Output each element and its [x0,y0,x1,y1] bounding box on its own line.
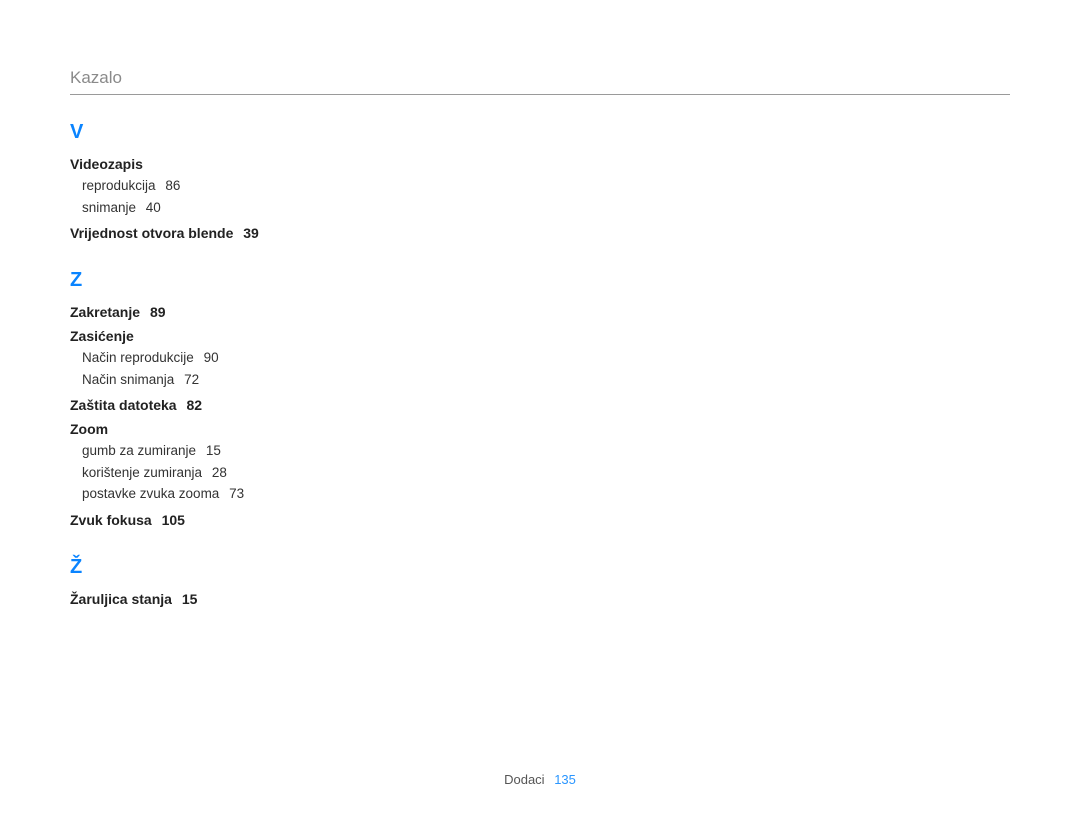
page-ref: 82 [186,397,202,413]
index-entry[interactable]: Videozapis [70,156,1010,172]
index-entry[interactable]: Žaruljica stanja 15 [70,591,1010,607]
index-entry[interactable]: Zakretanje 89 [70,304,1010,320]
index-page: Kazalo V Videozapis reprodukcija 86 snim… [0,0,1080,815]
index-subentry[interactable]: snimanje 40 [82,198,1010,218]
page-ref: 72 [184,372,199,387]
index-entry[interactable]: Vrijednost otvora blende 39 [70,225,1010,241]
index-subentry[interactable]: Način reprodukcije 90 [82,348,1010,368]
index-group-zh: Ž Žaruljica stanja 15 [70,556,1010,607]
page-ref: 86 [165,178,180,193]
entry-label: Vrijednost otvora blende [70,225,233,241]
entry-label: Zaštita datoteka [70,397,177,413]
page-ref: 39 [243,225,259,241]
entry-label: Zakretanje [70,304,140,320]
index-group-v: V Videozapis reprodukcija 86 snimanje 40… [70,121,1010,241]
index-subentry[interactable]: korištenje zumiranja 28 [82,463,1010,483]
group-letter: Z [70,269,1010,292]
index-entry[interactable]: Zvuk fokusa 105 [70,512,1010,528]
page-ref: 73 [229,486,244,501]
footer-section: Dodaci [504,772,544,787]
group-letter: Ž [70,556,1010,579]
index-subentry[interactable]: reprodukcija 86 [82,176,1010,196]
subentry-label: reprodukcija [82,178,156,193]
page-ref: 15 [182,591,198,607]
entry-label: Zasićenje [70,328,134,344]
index-subentry[interactable]: gumb za zumiranje 15 [82,441,1010,461]
page-footer: Dodaci 135 [0,772,1080,787]
page-ref: 15 [206,443,221,458]
page-ref: 40 [146,200,161,215]
entry-label: Žaruljica stanja [70,591,172,607]
entry-label: Videozapis [70,156,143,172]
index-subentry[interactable]: postavke zvuka zooma 73 [82,484,1010,504]
page-ref: 105 [162,512,185,528]
index-entry[interactable]: Zasićenje [70,328,1010,344]
index-subentry[interactable]: Način snimanja 72 [82,370,1010,390]
index-entry[interactable]: Zoom [70,421,1010,437]
footer-page-number: 135 [554,772,576,787]
subentry-label: gumb za zumiranje [82,443,196,458]
group-letter: V [70,121,1010,144]
entry-label: Zoom [70,421,108,437]
page-ref: 89 [150,304,166,320]
subentry-label: postavke zvuka zooma [82,486,219,501]
index-group-z: Z Zakretanje 89 Zasićenje Način reproduk… [70,269,1010,528]
subentry-label: korištenje zumiranja [82,465,202,480]
page-title: Kazalo [70,68,1010,94]
subentry-label: Način snimanja [82,372,174,387]
header-rule [70,94,1010,95]
page-ref: 90 [204,350,219,365]
page-ref: 28 [212,465,227,480]
entry-label: Zvuk fokusa [70,512,152,528]
subentry-label: Način reprodukcije [82,350,194,365]
index-entry[interactable]: Zaštita datoteka 82 [70,397,1010,413]
subentry-label: snimanje [82,200,136,215]
